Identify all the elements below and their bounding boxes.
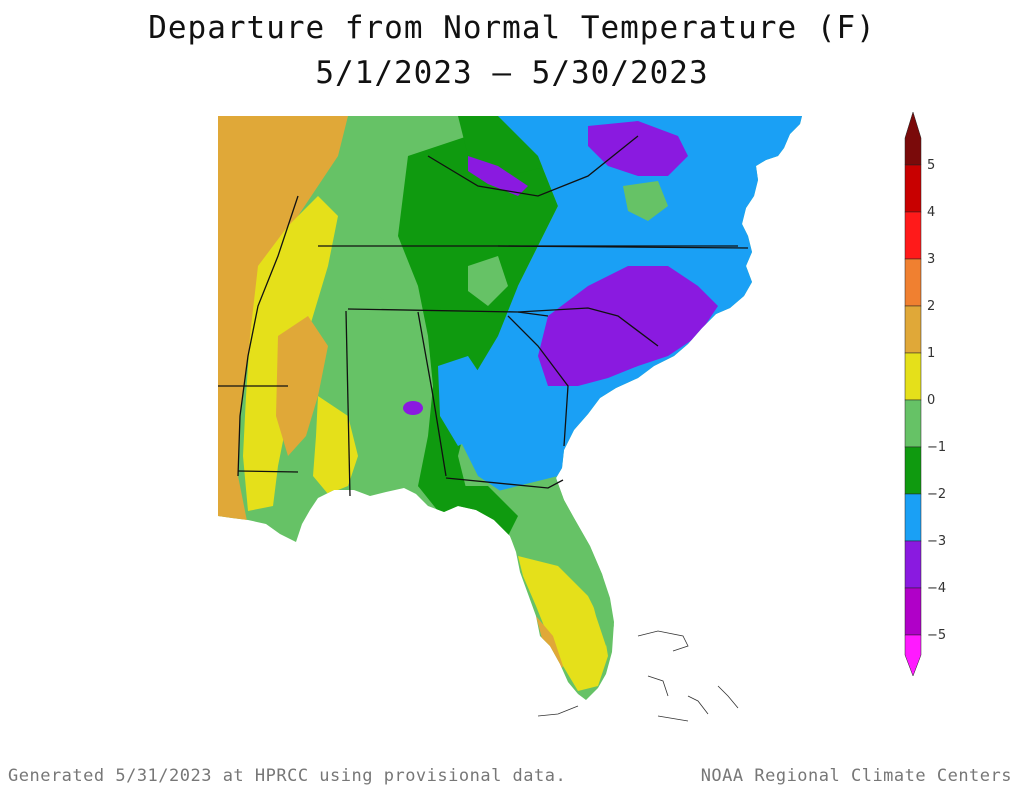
region-above-normal-west	[218, 116, 348, 536]
map-date-range: 5/1/2023 – 5/30/2023	[315, 55, 709, 91]
legend-bin	[904, 587, 922, 636]
region-yellow-alabama-west	[313, 396, 358, 494]
legend-bin	[904, 352, 922, 401]
region-lightgreen-florida-east	[588, 586, 614, 646]
bahamas-outlines	[537, 630, 739, 722]
legend-tick-label: 5	[927, 158, 935, 173]
map-title: Departure from Normal Temperature (F)	[148, 10, 876, 46]
state-line-ga-fl	[445, 477, 564, 489]
legend-tick-label: −4	[927, 581, 946, 596]
state-line-nc-sc	[517, 307, 659, 347]
region-green-central	[398, 136, 558, 506]
legend-bin	[904, 446, 922, 495]
legend-bin	[904, 112, 922, 166]
legend-bin	[904, 634, 922, 677]
temperature-departure-map	[218, 116, 802, 722]
state-line-ky-wv-va	[427, 135, 639, 197]
legend-tick-label: 2	[927, 299, 935, 314]
region-blue-georgia-south	[458, 386, 548, 456]
state-boundaries	[218, 135, 749, 497]
legend-tick-label: −3	[927, 534, 946, 549]
state-line-ms-al	[345, 310, 351, 497]
region-purple-tennessee	[468, 156, 528, 196]
state-line-la-ms-south	[237, 470, 299, 473]
legend-bin	[904, 305, 922, 354]
state-line-va-nc	[497, 245, 749, 249]
legend-tick-label: 0	[927, 393, 935, 408]
florida-keys	[537, 705, 579, 717]
bahamas-island-4	[717, 685, 739, 709]
legend-tick-label: 3	[927, 252, 935, 267]
legend-bin	[904, 493, 922, 542]
legend-tick-label: 4	[927, 205, 935, 220]
legend-tick-label: −5	[927, 628, 946, 643]
bahamas-island-2	[647, 675, 669, 697]
legend-bin	[904, 540, 922, 589]
region-yellow-florida	[518, 556, 608, 691]
bahamas-island-5	[657, 715, 689, 722]
legend-tick-label: −2	[927, 487, 946, 502]
legend-tick-label: −1	[927, 440, 946, 455]
region-lightgreen-georgia	[468, 256, 508, 306]
region-purple-carolinas	[538, 266, 718, 386]
footer-source: NOAA Regional Climate Centers	[700, 766, 1012, 786]
legend-bin	[904, 164, 922, 213]
state-line-al-ga	[417, 311, 447, 477]
region-lightgreen-alabama	[338, 296, 418, 416]
state-line-ga-sc	[507, 315, 569, 447]
legend-bin	[904, 399, 922, 448]
region-orange-lower-mississippi	[276, 316, 328, 456]
bahamas-island-3	[687, 695, 709, 715]
legend-bin	[904, 211, 922, 260]
legend-bin	[904, 258, 922, 307]
region-purple-virginia	[588, 121, 688, 176]
region-lightgreen-virginia	[623, 181, 668, 221]
bahamas-island-1	[637, 630, 689, 652]
legend-tick-label: 1	[927, 346, 935, 361]
state-line-la-ms-river	[237, 195, 299, 477]
color-legend: 5 4 3 2 1 0 −1 −2 −3 −4 −5	[904, 112, 946, 677]
footer-generated-note: Generated 5/31/2023 at HPRCC using provi…	[8, 766, 567, 786]
region-purple-alabama-spot-2	[403, 401, 423, 415]
